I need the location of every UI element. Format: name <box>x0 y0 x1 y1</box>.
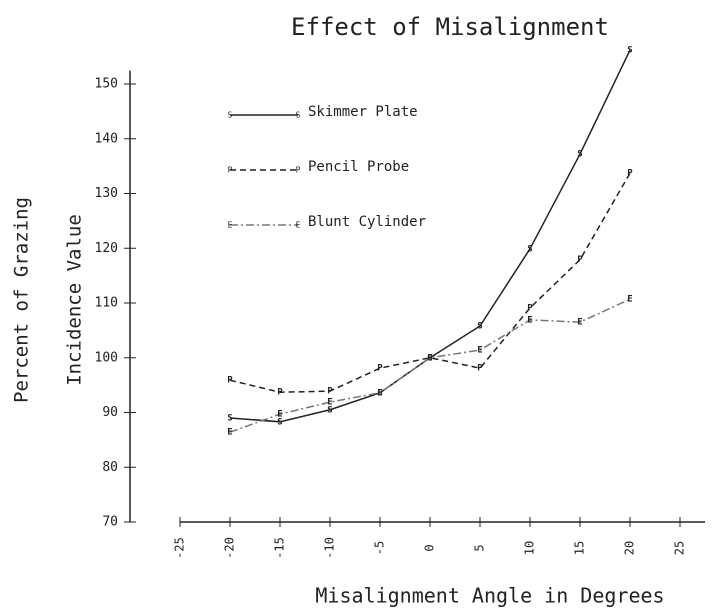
point-marker: E <box>627 295 632 305</box>
y-tick-label: 130 <box>95 186 118 201</box>
y-axis-label: Percent of Grazing <box>11 197 33 403</box>
series-line <box>229 298 631 433</box>
point-marker: E <box>477 346 482 356</box>
x-tick-label: -10 <box>323 537 337 559</box>
point-marker: S <box>527 244 532 254</box>
x-tick-label: -15 <box>273 537 287 559</box>
point-marker: E <box>277 410 282 420</box>
point-marker: E <box>227 428 232 438</box>
y-tick-label: 120 <box>95 241 118 256</box>
x-tick-label: -25 <box>173 537 187 559</box>
point-marker: S <box>227 413 232 423</box>
point-marker: S <box>627 46 632 56</box>
x-tick-label: 5 <box>473 544 487 551</box>
legend-marker: S <box>296 111 301 120</box>
series-line <box>229 172 631 393</box>
y-tick-label: 150 <box>95 77 118 92</box>
x-tick-label: -5 <box>373 541 387 555</box>
x-tick-label: 20 <box>623 541 637 555</box>
point-marker: P <box>477 364 483 374</box>
x-tick-label: 25 <box>673 541 687 555</box>
y-tick-label: 100 <box>95 350 118 365</box>
point-marker: P <box>627 169 633 179</box>
point-marker: E <box>527 315 532 325</box>
point-marker: S <box>577 150 582 160</box>
legend-marker: E <box>228 221 233 230</box>
legend-marker: E <box>296 221 301 230</box>
point-marker: E <box>427 353 432 363</box>
legend-marker: S <box>228 111 233 120</box>
point-marker: P <box>527 303 533 313</box>
point-marker: P <box>327 387 333 397</box>
point-marker: P <box>277 388 283 398</box>
point-marker: E <box>577 318 582 328</box>
point-marker: S <box>277 417 282 427</box>
point-marker: P <box>427 353 433 363</box>
point-marker: E <box>327 398 332 408</box>
x-axis-label: Misalignment Angle in Degrees <box>315 584 664 608</box>
y-tick-label: 90 <box>102 405 118 420</box>
y-axis-label: Incidence Value <box>64 214 86 386</box>
y-tick-label: 140 <box>95 131 118 146</box>
legend-marker: P <box>228 166 233 175</box>
x-tick-label: -20 <box>223 537 237 559</box>
legend-label: Pencil Probe <box>308 159 409 175</box>
point-marker: S <box>427 353 432 363</box>
series-line <box>229 49 631 423</box>
point-marker: P <box>227 376 233 386</box>
point-marker: P <box>577 255 583 265</box>
legend-label: Blunt Cylinder <box>308 214 426 230</box>
point-marker: S <box>477 321 482 331</box>
point-marker: E <box>377 388 382 398</box>
legend-marker: P <box>296 166 301 175</box>
x-tick-label: 10 <box>523 541 537 555</box>
point-marker: P <box>377 364 383 374</box>
x-tick-label: 15 <box>573 541 587 555</box>
y-tick-label: 70 <box>102 515 118 530</box>
chart-title: Effect of Misalignment <box>291 13 609 41</box>
x-tick-label: 0 <box>423 544 437 551</box>
y-tick-label: 110 <box>95 296 118 311</box>
y-tick-label: 80 <box>102 460 118 475</box>
legend-label: Skimmer Plate <box>308 104 418 120</box>
point-marker: S <box>327 405 332 415</box>
